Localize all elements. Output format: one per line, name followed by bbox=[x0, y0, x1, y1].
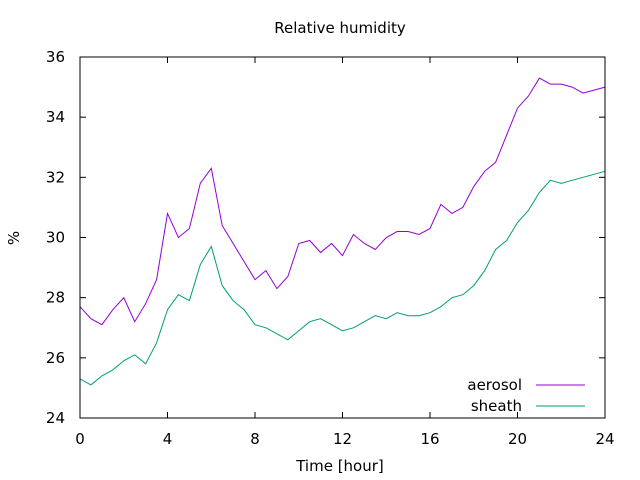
y-tick-label: 36 bbox=[46, 48, 65, 66]
chart-title: Relative humidity bbox=[274, 19, 406, 37]
x-axis: 0 4 8 12 16 20 24 bbox=[75, 57, 615, 448]
x-tick-label: 20 bbox=[508, 430, 527, 448]
y-tick-label: 34 bbox=[46, 108, 65, 126]
y-tick-label: 32 bbox=[46, 168, 65, 186]
x-tick-label: 8 bbox=[250, 430, 260, 448]
x-tick-label: 12 bbox=[333, 430, 352, 448]
y-tick-label: 24 bbox=[46, 409, 65, 427]
y-axis-label: % bbox=[5, 231, 23, 245]
x-tick-label: 0 bbox=[75, 430, 85, 448]
plot-frame bbox=[79, 56, 606, 419]
y-axis: 24 26 28 30 32 34 36 bbox=[46, 48, 605, 427]
y-tick-label: 28 bbox=[46, 289, 65, 307]
y-tick-label: 30 bbox=[46, 229, 65, 247]
legend-label-aerosol: aerosol bbox=[467, 376, 522, 394]
series-line-sheath bbox=[79, 170, 606, 386]
legend-label-sheath: sheath bbox=[471, 397, 522, 415]
plot-lines bbox=[79, 77, 606, 386]
x-axis-label: Time [hour] bbox=[295, 457, 384, 475]
x-tick-label: 16 bbox=[420, 430, 439, 448]
y-tick-label: 26 bbox=[46, 349, 65, 367]
series-line-aerosol bbox=[79, 77, 606, 326]
legend: aerosol sheath bbox=[467, 376, 585, 415]
x-tick-label: 24 bbox=[595, 430, 614, 448]
x-tick-label: 4 bbox=[163, 430, 173, 448]
